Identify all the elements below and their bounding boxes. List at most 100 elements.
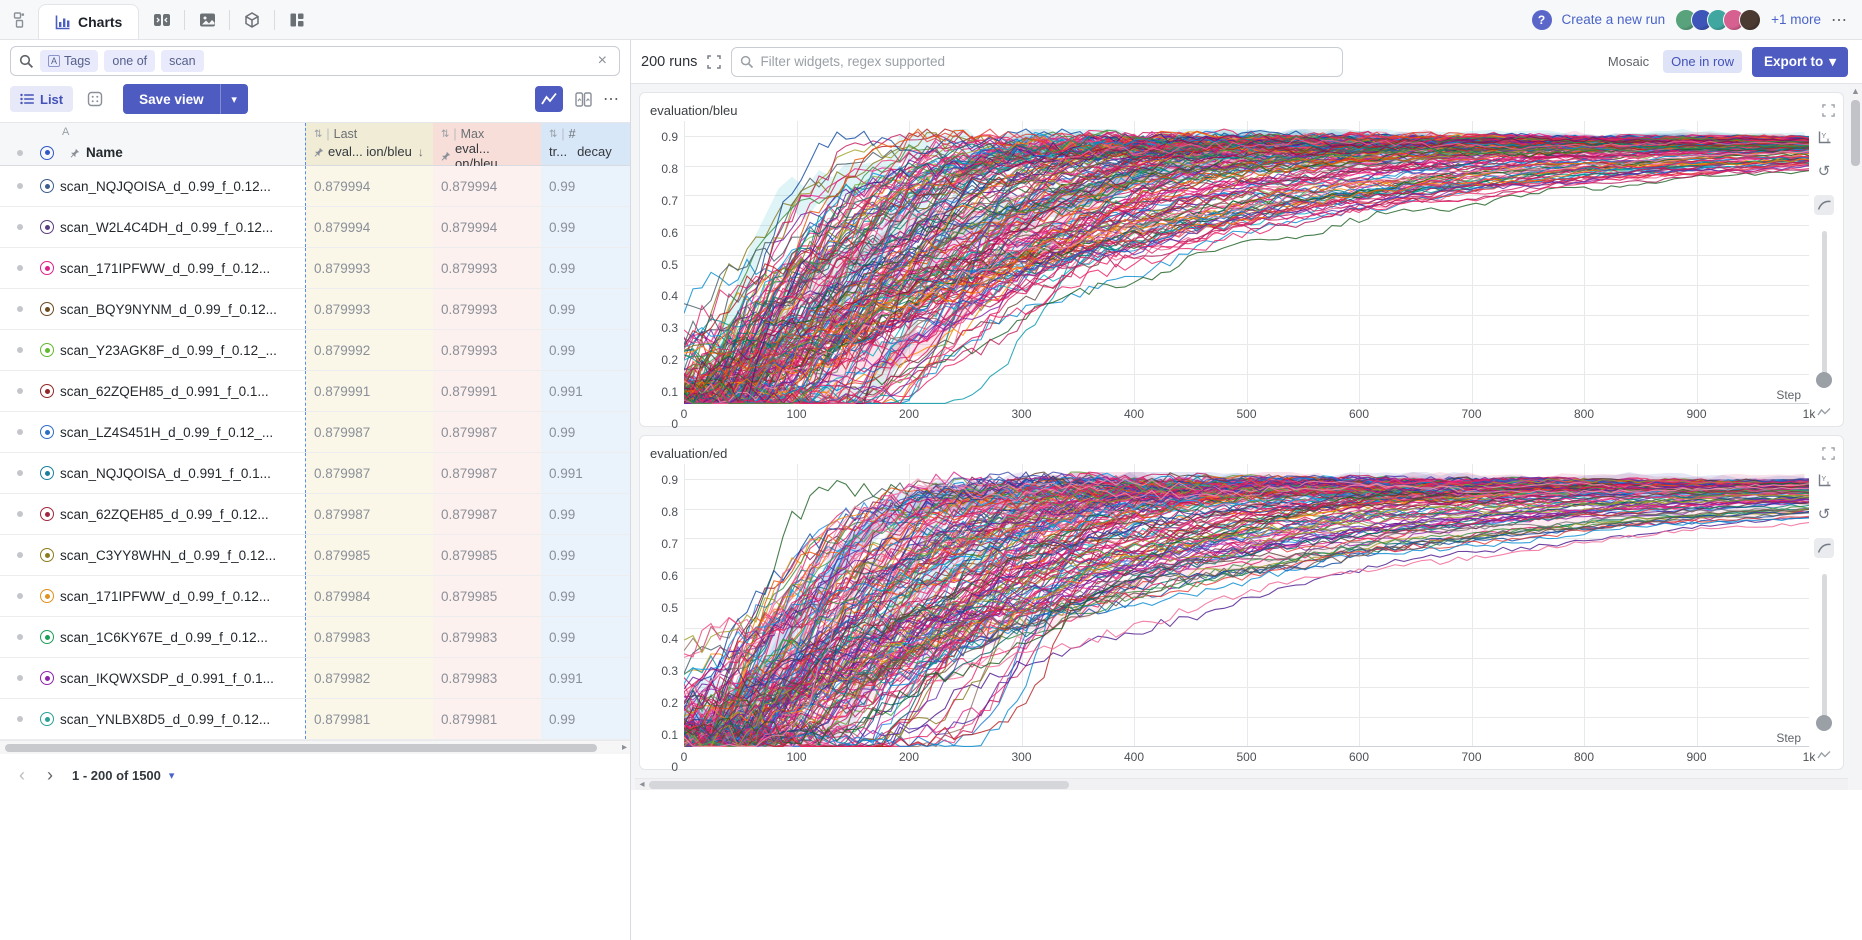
sort-desc-icon[interactable]: ↓	[417, 144, 424, 159]
plot-area[interactable]: Step	[684, 464, 1809, 747]
sparkline-icon[interactable]	[1814, 745, 1834, 765]
scrollbar-thumb[interactable]	[649, 780, 1069, 789]
save-view-chevron-icon[interactable]: ▾	[219, 84, 248, 114]
name-column-header[interactable]: A Name	[0, 123, 305, 165]
tags-filter-pill[interactable]: A Tags	[40, 50, 99, 72]
edit-axes-icon[interactable]: Y x	[1814, 470, 1834, 490]
clear-search-icon[interactable]: ×	[597, 52, 607, 69]
line-plot-mode-button[interactable]	[535, 86, 563, 112]
smoothing-icon[interactable]	[1814, 538, 1834, 558]
list-view-button[interactable]: List	[10, 86, 74, 112]
column-move-icon[interactable]: ⇅	[441, 128, 450, 140]
mosaic-toggle[interactable]: Mosaic	[1607, 54, 1650, 69]
grid-view-button[interactable]	[81, 86, 109, 112]
run-name[interactable]: scan_62ZQEH85_d_0.99_f_0.12...	[60, 506, 269, 522]
run-name[interactable]: scan_BQY9NYNM_d_0.99_f_0.12...	[60, 301, 277, 317]
run-name[interactable]: scan_LZ4S451H_d_0.99_f_0.12_...	[60, 424, 274, 440]
smoothing-slider[interactable]	[1814, 231, 1834, 388]
charts-vertical-scrollbar[interactable]: ▲	[1849, 84, 1862, 790]
table-row[interactable]: scan_1C6KY67E_d_0.99_f_0.12... 0.879983 0.…	[0, 617, 630, 658]
pagination-chevron-icon[interactable]: ▾	[168, 769, 175, 782]
reset-zoom-icon[interactable]: ↺	[1817, 506, 1831, 523]
charts-horizontal-scrollbar[interactable]: ◂	[635, 778, 1848, 790]
pagination-label[interactable]: 1 - 200 of 1500	[72, 767, 161, 783]
expand-panel-icon[interactable]	[707, 54, 722, 69]
avatar[interactable]	[1739, 8, 1762, 31]
scroll-right-icon[interactable]: ▸	[621, 742, 627, 753]
media-icon[interactable]	[190, 5, 224, 35]
table-row[interactable]: scan_YNLBX8D5_d_0.99_f_0.12... 0.879981 0.…	[0, 699, 630, 740]
sparkline-icon[interactable]	[1814, 402, 1834, 422]
decay-column-header[interactable]: ⇅ | # tr... decay	[541, 123, 630, 165]
run-visibility-toggle[interactable]	[40, 343, 54, 357]
fullscreen-icon[interactable]	[1822, 103, 1835, 117]
next-page-button[interactable]: ›	[47, 764, 53, 785]
toggle-all-visibility-icon[interactable]	[40, 145, 54, 160]
export-button[interactable]: Export to ▾	[1751, 46, 1848, 77]
reset-zoom-icon[interactable]: ↺	[1817, 163, 1831, 180]
value-pill[interactable]: scan	[161, 50, 204, 72]
line-chart-canvas[interactable]	[684, 464, 1809, 747]
table-row[interactable]: scan_C3YY8WHN_d_0.99_f_0.12... 0.879985 0.…	[0, 535, 630, 576]
slider-handle[interactable]	[1816, 715, 1832, 731]
table-row[interactable]: scan_IKQWXSDP_d_0.991_f_0.1... 0.879982 0.…	[0, 658, 630, 699]
panels-icon[interactable]	[145, 5, 179, 35]
run-visibility-toggle[interactable]	[40, 466, 54, 480]
run-visibility-toggle[interactable]	[40, 179, 54, 193]
artifacts-icon[interactable]	[235, 5, 269, 35]
plot-area[interactable]: Step	[684, 121, 1809, 404]
smoothing-slider[interactable]	[1814, 574, 1834, 731]
prev-page-button[interactable]: ‹	[19, 764, 25, 785]
run-visibility-toggle[interactable]	[40, 425, 54, 439]
slider-track[interactable]	[1821, 231, 1827, 376]
run-name[interactable]: scan_171IPFWW_d_0.99_f_0.12...	[60, 588, 271, 604]
create-new-run-link[interactable]: Create a new run	[1561, 12, 1666, 27]
table-horizontal-scrollbar[interactable]: ▸	[0, 740, 630, 754]
panel-divider[interactable]	[630, 40, 631, 940]
run-name[interactable]: scan_Y23AGK8F_d_0.99_f_0.12_...	[60, 342, 277, 358]
runs-search-box[interactable]: A Tags one of scan ×	[10, 46, 620, 76]
table-row[interactable]: scan_W2L4C4DH_d_0.99_f_0.12... 0.879994 0.…	[0, 207, 630, 248]
layout-icon[interactable]	[280, 5, 314, 35]
overflow-menu-icon[interactable]: ⋯	[1831, 11, 1848, 29]
max-bleu-column-header[interactable]: ⇅ | Max eval... on/bleu	[433, 123, 541, 171]
run-visibility-toggle[interactable]	[40, 507, 54, 521]
operator-pill[interactable]: one of	[104, 50, 156, 72]
fullscreen-icon[interactable]	[1822, 446, 1835, 460]
run-visibility-toggle[interactable]	[40, 220, 54, 234]
run-visibility-toggle[interactable]	[40, 630, 54, 644]
table-row[interactable]: scan_Y23AGK8F_d_0.99_f_0.12_... 0.879992 0…	[0, 330, 630, 371]
scroll-left-icon[interactable]: ◂	[639, 779, 645, 790]
table-row[interactable]: scan_BQY9NYNM_d_0.99_f_0.12... 0.879993 0.…	[0, 289, 630, 330]
run-name[interactable]: scan_1C6KY67E_d_0.99_f_0.12...	[60, 629, 268, 645]
last-bleu-column-header[interactable]: ⇅ | Last eval... ion/bleu ↓	[305, 123, 433, 165]
workspace-settings-icon[interactable]	[0, 0, 38, 39]
table-row[interactable]: scan_171IPFWW_d_0.99_f_0.12... 0.879993 0.…	[0, 248, 630, 289]
run-name[interactable]: scan_IKQWXSDP_d_0.991_f_0.1...	[60, 670, 274, 686]
more-collaborators-link[interactable]: +1 more	[1771, 12, 1821, 27]
run-name[interactable]: scan_171IPFWW_d_0.99_f_0.12...	[60, 260, 271, 276]
widget-filter-input[interactable]	[760, 54, 1335, 69]
column-move-icon[interactable]: ⇅	[549, 128, 558, 140]
table-row[interactable]: scan_62ZQEH85_d_0.991_f_0.1... 0.879991 0.…	[0, 371, 630, 412]
slider-handle[interactable]	[1816, 372, 1832, 388]
table-row[interactable]: scan_62ZQEH85_d_0.99_f_0.12... 0.879987 0.…	[0, 494, 630, 535]
one-in-row-toggle[interactable]: One in row	[1663, 50, 1742, 73]
run-name[interactable]: scan_YNLBX8D5_d_0.99_f_0.12...	[60, 711, 271, 727]
run-visibility-toggle[interactable]	[40, 671, 54, 685]
scrollbar-thumb[interactable]	[5, 744, 597, 752]
run-visibility-toggle[interactable]	[40, 384, 54, 398]
table-row[interactable]: scan_LZ4S451H_d_0.99_f_0.12_... 0.879987 0…	[0, 412, 630, 453]
widget-filter-box[interactable]	[731, 46, 1344, 77]
run-name[interactable]: scan_NQJQOISA_d_0.99_f_0.12...	[60, 178, 271, 194]
table-overflow-icon[interactable]: ⋯	[603, 91, 620, 108]
save-view-label[interactable]: Save view	[123, 84, 220, 114]
run-visibility-toggle[interactable]	[40, 302, 54, 316]
table-row[interactable]: scan_171IPFWW_d_0.99_f_0.12... 0.879984 0.…	[0, 576, 630, 617]
tab-charts[interactable]: Charts	[38, 4, 140, 39]
run-visibility-toggle[interactable]	[40, 548, 54, 562]
table-row[interactable]: scan_NQJQOISA_d_0.99_f_0.12... 0.879994 0.…	[0, 166, 630, 207]
run-name[interactable]: scan_62ZQEH85_d_0.991_f_0.1...	[60, 383, 269, 399]
scroll-up-icon[interactable]: ▲	[1851, 86, 1860, 96]
edit-axes-icon[interactable]: Y x	[1814, 127, 1834, 147]
